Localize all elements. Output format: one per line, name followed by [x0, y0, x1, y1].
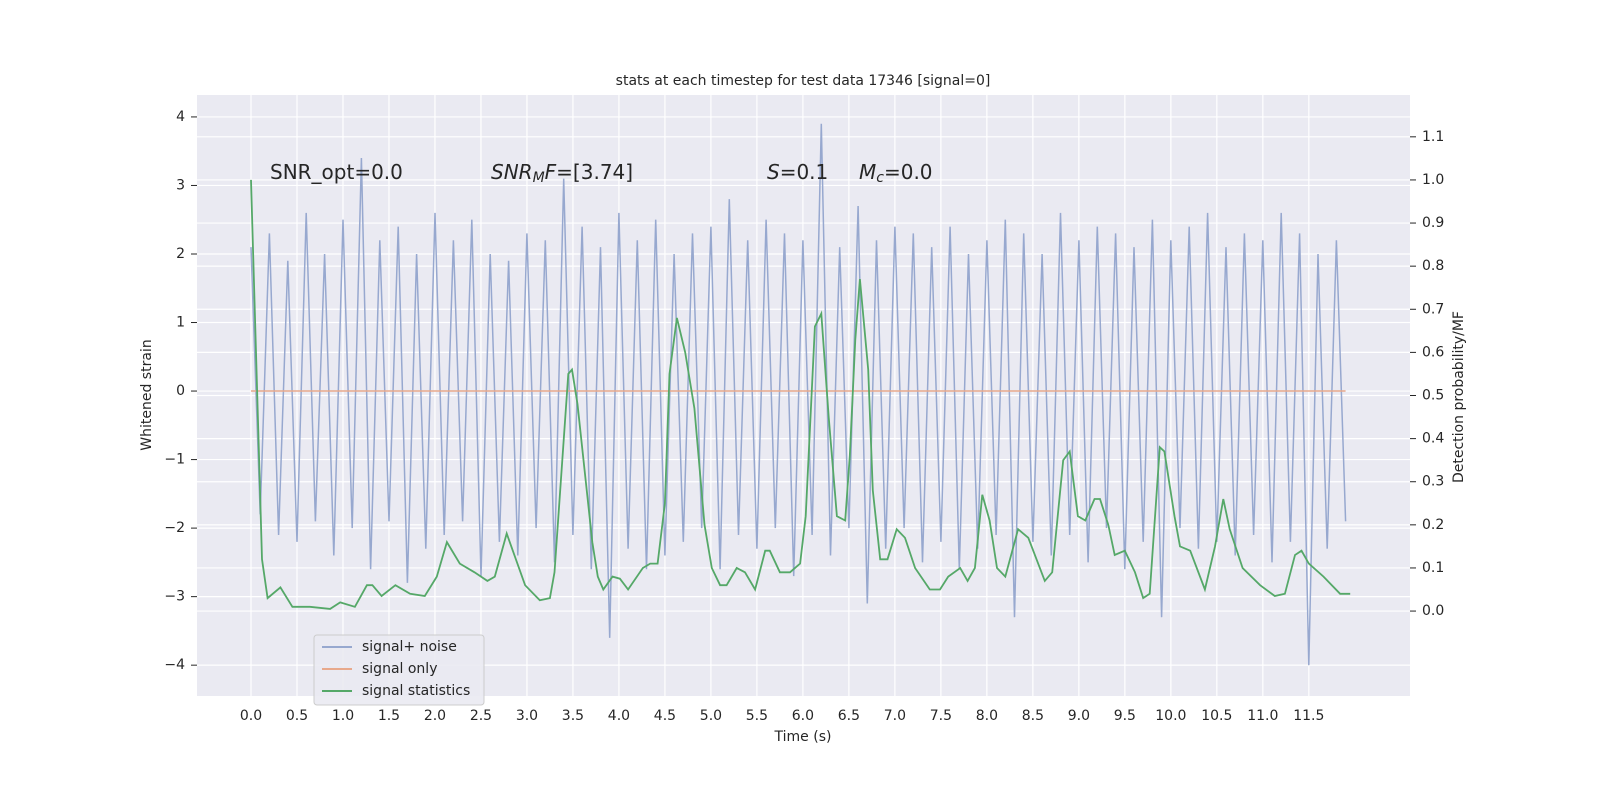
y-tick-label: −4 — [164, 657, 185, 673]
x-tick-label: 0.5 — [286, 708, 308, 724]
x-tick-label: 1.0 — [332, 708, 354, 724]
x-tick-label: 9.0 — [1068, 708, 1090, 724]
annotation-part: c — [876, 170, 884, 186]
annotation-part: =0.1 — [780, 160, 829, 184]
annotation-part: =0.0 — [884, 160, 933, 184]
y-tick-label: −3 — [164, 589, 185, 605]
x-tick-label: 10.5 — [1201, 708, 1232, 724]
y-tick-label: 2 — [176, 246, 185, 262]
legend-label: signal+ noise — [362, 639, 457, 655]
y2-tick-label: 0.8 — [1422, 258, 1444, 274]
y2-axis-label: Detection probability/MF — [1451, 311, 1467, 483]
x-tick-label: 6.0 — [792, 708, 814, 724]
annotation-part: =[3.74] — [556, 160, 633, 184]
annotation: SNRMF=[3.74] — [491, 160, 633, 187]
x-tick-label: 7.0 — [884, 708, 906, 724]
annotation: Mc=0.0 — [859, 160, 933, 187]
x-tick-label: 2.5 — [470, 708, 492, 724]
annotation-part: F — [545, 160, 557, 184]
y-tick-label: 3 — [176, 177, 185, 193]
y2-tick-label: 0.4 — [1422, 431, 1444, 447]
series-line — [250, 179, 1351, 610]
x-tick-label: 3.5 — [562, 708, 584, 724]
x-tick-label: 5.0 — [700, 708, 722, 724]
x-tick-label: 10.0 — [1155, 708, 1186, 724]
y-tick-label: −2 — [164, 520, 185, 536]
annotation-part: M — [533, 170, 545, 186]
series-line — [250, 123, 1347, 666]
legend-label: signal statistics — [362, 683, 470, 699]
x-tick-label: 1.5 — [378, 708, 400, 724]
x-axis-label: Time (s) — [774, 729, 832, 745]
x-tick-label: 7.5 — [930, 708, 952, 724]
x-tick-label: 0.0 — [240, 708, 262, 724]
y2-tick-label: 1.0 — [1422, 172, 1444, 188]
y2-tick-label: 0.6 — [1422, 344, 1444, 360]
y-tick-label: 1 — [176, 315, 185, 331]
annotation-part: SNR — [491, 160, 533, 184]
y-tick-label: −1 — [164, 452, 185, 468]
y2-tick-label: 1.1 — [1422, 129, 1444, 145]
x-tick-label: 5.5 — [746, 708, 768, 724]
x-tick-label: 11.5 — [1293, 708, 1324, 724]
y2-tick-label: 0.2 — [1422, 517, 1444, 533]
x-tick-label: 4.5 — [654, 708, 676, 724]
annotation-part: S — [767, 160, 780, 184]
x-tick-label: 2.0 — [424, 708, 446, 724]
y2-tick-label: 0.5 — [1422, 388, 1444, 404]
annotation-part: M — [859, 160, 876, 184]
annotation: S=0.1 — [767, 160, 828, 184]
y2-tick-label: 0.7 — [1422, 301, 1444, 317]
x-tick-label: 6.5 — [838, 708, 860, 724]
x-tick-label: 8.5 — [1022, 708, 1044, 724]
x-tick-label: 11.0 — [1247, 708, 1278, 724]
y2-tick-label: 0.3 — [1422, 474, 1444, 490]
legend-box — [313, 634, 485, 706]
annotation-part: SNR_opt=0.0 — [270, 160, 403, 184]
x-tick-label: 8.0 — [976, 708, 998, 724]
legend-label: signal only — [362, 661, 437, 677]
x-tick-label: 4.0 — [608, 708, 630, 724]
x-tick-label: 3.0 — [516, 708, 538, 724]
y-tick-label: 0 — [176, 383, 185, 399]
y2-tick-label: 0.0 — [1422, 603, 1444, 619]
chart-title: stats at each timestep for test data 173… — [616, 73, 991, 89]
y-tick-label: 4 — [176, 109, 185, 125]
y-axis-label: Whitened strain — [139, 339, 155, 450]
x-tick-label: 9.5 — [1114, 708, 1136, 724]
y2-tick-label: 0.9 — [1422, 215, 1444, 231]
y2-tick-label: 0.1 — [1422, 560, 1444, 576]
annotation: SNR_opt=0.0 — [270, 160, 403, 184]
